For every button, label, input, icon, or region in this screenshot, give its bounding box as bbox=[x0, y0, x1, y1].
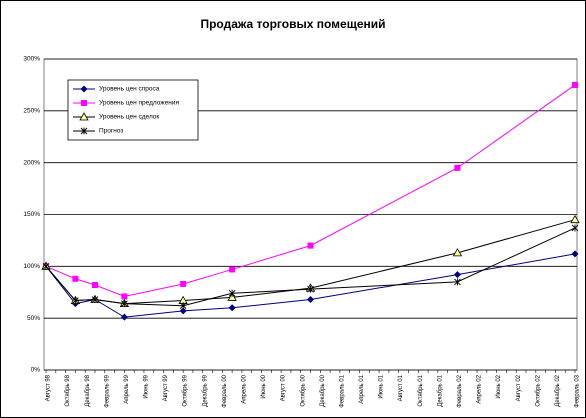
y-tick-label: 150% bbox=[23, 211, 40, 218]
x-tick-label: Август 99 bbox=[163, 374, 169, 401]
x-tick-label: Апрель 02 bbox=[477, 374, 483, 403]
x-tick-label: Август 98 bbox=[46, 374, 52, 401]
x-tick-label: Август 02 bbox=[516, 374, 522, 401]
y-tick-label: 50% bbox=[27, 315, 40, 322]
legend-box bbox=[67, 79, 199, 141]
marker bbox=[228, 289, 236, 297]
marker bbox=[121, 300, 128, 308]
marker bbox=[454, 278, 461, 286]
marker bbox=[572, 81, 578, 88]
legend-label: Уровень цен предложения bbox=[99, 100, 179, 107]
x-tick-label: Октябрь 99 bbox=[183, 374, 189, 406]
chart-title: Продажа торговых помещений bbox=[200, 17, 385, 31]
y-tick-label: 300% bbox=[23, 56, 40, 63]
x-tick-label: Июнь 00 bbox=[261, 374, 267, 398]
marker bbox=[571, 250, 579, 258]
marker bbox=[229, 266, 236, 273]
marker bbox=[307, 296, 314, 304]
marker bbox=[91, 296, 99, 304]
y-tick-label: 100% bbox=[23, 263, 40, 270]
marker bbox=[453, 271, 461, 279]
marker bbox=[454, 164, 461, 171]
x-tick-label: Октябрь 02 bbox=[535, 374, 541, 406]
x-tick-label: Апрель 99 bbox=[124, 374, 130, 403]
x-tick-label: Октябрь 98 bbox=[65, 374, 71, 406]
marker bbox=[80, 85, 88, 93]
x-tick-label: Октябрь 01 bbox=[418, 374, 424, 406]
y-tick-label: 250% bbox=[23, 108, 40, 115]
marker bbox=[452, 248, 463, 257]
marker bbox=[180, 280, 187, 287]
x-tick-label: Апрель 00 bbox=[242, 374, 248, 403]
legend-label: Прогноз bbox=[99, 128, 123, 135]
marker bbox=[79, 112, 89, 121]
y-tick-label: 0% bbox=[31, 367, 41, 374]
marker bbox=[307, 242, 314, 249]
x-tick-label: Июнь 01 bbox=[379, 374, 385, 398]
x-tick-label: Декабрь 98 bbox=[85, 374, 91, 406]
x-tick-label: Февраль 01 bbox=[339, 374, 345, 407]
marker bbox=[307, 285, 314, 293]
x-tick-label: Июнь 02 bbox=[496, 374, 502, 398]
x-tick-label: Апрель 01 bbox=[359, 374, 365, 403]
y-tick-label: 200% bbox=[23, 159, 40, 166]
marker bbox=[179, 302, 187, 310]
marker bbox=[91, 281, 98, 288]
x-tick-label: Декабрь 01 bbox=[437, 374, 443, 406]
x-tick-label: Декабрь 99 bbox=[202, 374, 208, 406]
legend-label: Уровень цен сделок bbox=[99, 114, 159, 121]
x-tick-label: Февраль 02 bbox=[457, 374, 463, 407]
x-tick-label: Декабрь 02 bbox=[555, 374, 561, 406]
marker bbox=[228, 304, 236, 312]
x-tick-label: Июнь 99 bbox=[144, 374, 150, 398]
marker bbox=[179, 307, 187, 315]
x-tick-label: Февраль 03 bbox=[575, 374, 581, 407]
marker bbox=[42, 262, 50, 270]
marker bbox=[72, 275, 79, 282]
x-tick-label: Февраль 99 bbox=[104, 374, 110, 407]
x-tick-label: Февраль 00 bbox=[222, 374, 228, 407]
x-tick-label: Октябрь 00 bbox=[300, 374, 306, 406]
marker bbox=[570, 214, 580, 224]
x-tick-label: Август 00 bbox=[281, 374, 287, 401]
marker bbox=[81, 100, 87, 106]
marker bbox=[121, 293, 128, 300]
marker bbox=[72, 297, 79, 305]
x-tick-label: Декабрь 00 bbox=[320, 374, 326, 406]
marker bbox=[227, 292, 237, 301]
marker bbox=[571, 224, 579, 232]
x-tick-label: Август 01 bbox=[398, 374, 404, 401]
marker bbox=[120, 313, 128, 321]
legend-label: Уровень цен спроса bbox=[99, 86, 160, 93]
marker bbox=[80, 127, 88, 135]
